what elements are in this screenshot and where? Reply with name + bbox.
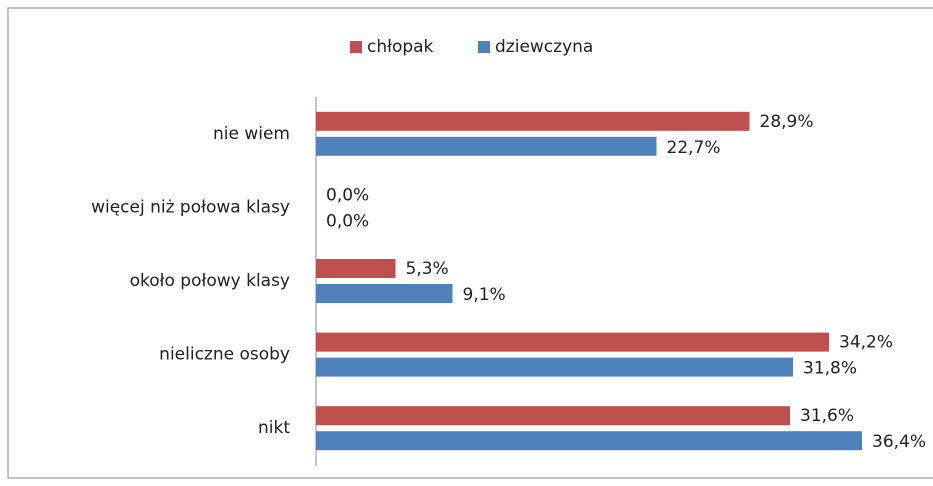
data-label: 31,6% bbox=[800, 406, 854, 426]
bar bbox=[316, 357, 793, 377]
data-label: 34,2% bbox=[839, 333, 893, 353]
data-label: 0,0% bbox=[326, 211, 369, 231]
legend-label: dziewczyna bbox=[495, 37, 593, 57]
bar bbox=[316, 111, 750, 131]
legend-swatch bbox=[478, 41, 490, 53]
data-label: 31,8% bbox=[803, 359, 857, 379]
y-tick-label: nikt bbox=[258, 418, 290, 438]
y-tick-label: nieliczne osoby bbox=[159, 345, 290, 365]
data-label: 28,9% bbox=[760, 112, 814, 132]
y-tick-label: około połowy klasy bbox=[130, 271, 290, 291]
bar bbox=[316, 136, 657, 156]
data-label: 5,3% bbox=[406, 259, 449, 279]
y-tick-label: nie wiem bbox=[213, 124, 290, 144]
data-label: 9,1% bbox=[463, 285, 506, 305]
bar bbox=[316, 284, 453, 303]
y-tick-label: więcej niż połowa klasy bbox=[91, 197, 290, 217]
bar bbox=[316, 332, 829, 352]
data-label: 22,7% bbox=[667, 138, 721, 158]
bar bbox=[316, 259, 396, 278]
legend-swatch bbox=[350, 41, 362, 53]
chart-frame bbox=[7, 7, 933, 479]
data-label: 0,0% bbox=[326, 185, 369, 205]
bar bbox=[316, 406, 790, 426]
data-label: 36,4% bbox=[872, 432, 926, 452]
legend-label: chłopak bbox=[367, 37, 434, 57]
bar bbox=[316, 431, 862, 451]
